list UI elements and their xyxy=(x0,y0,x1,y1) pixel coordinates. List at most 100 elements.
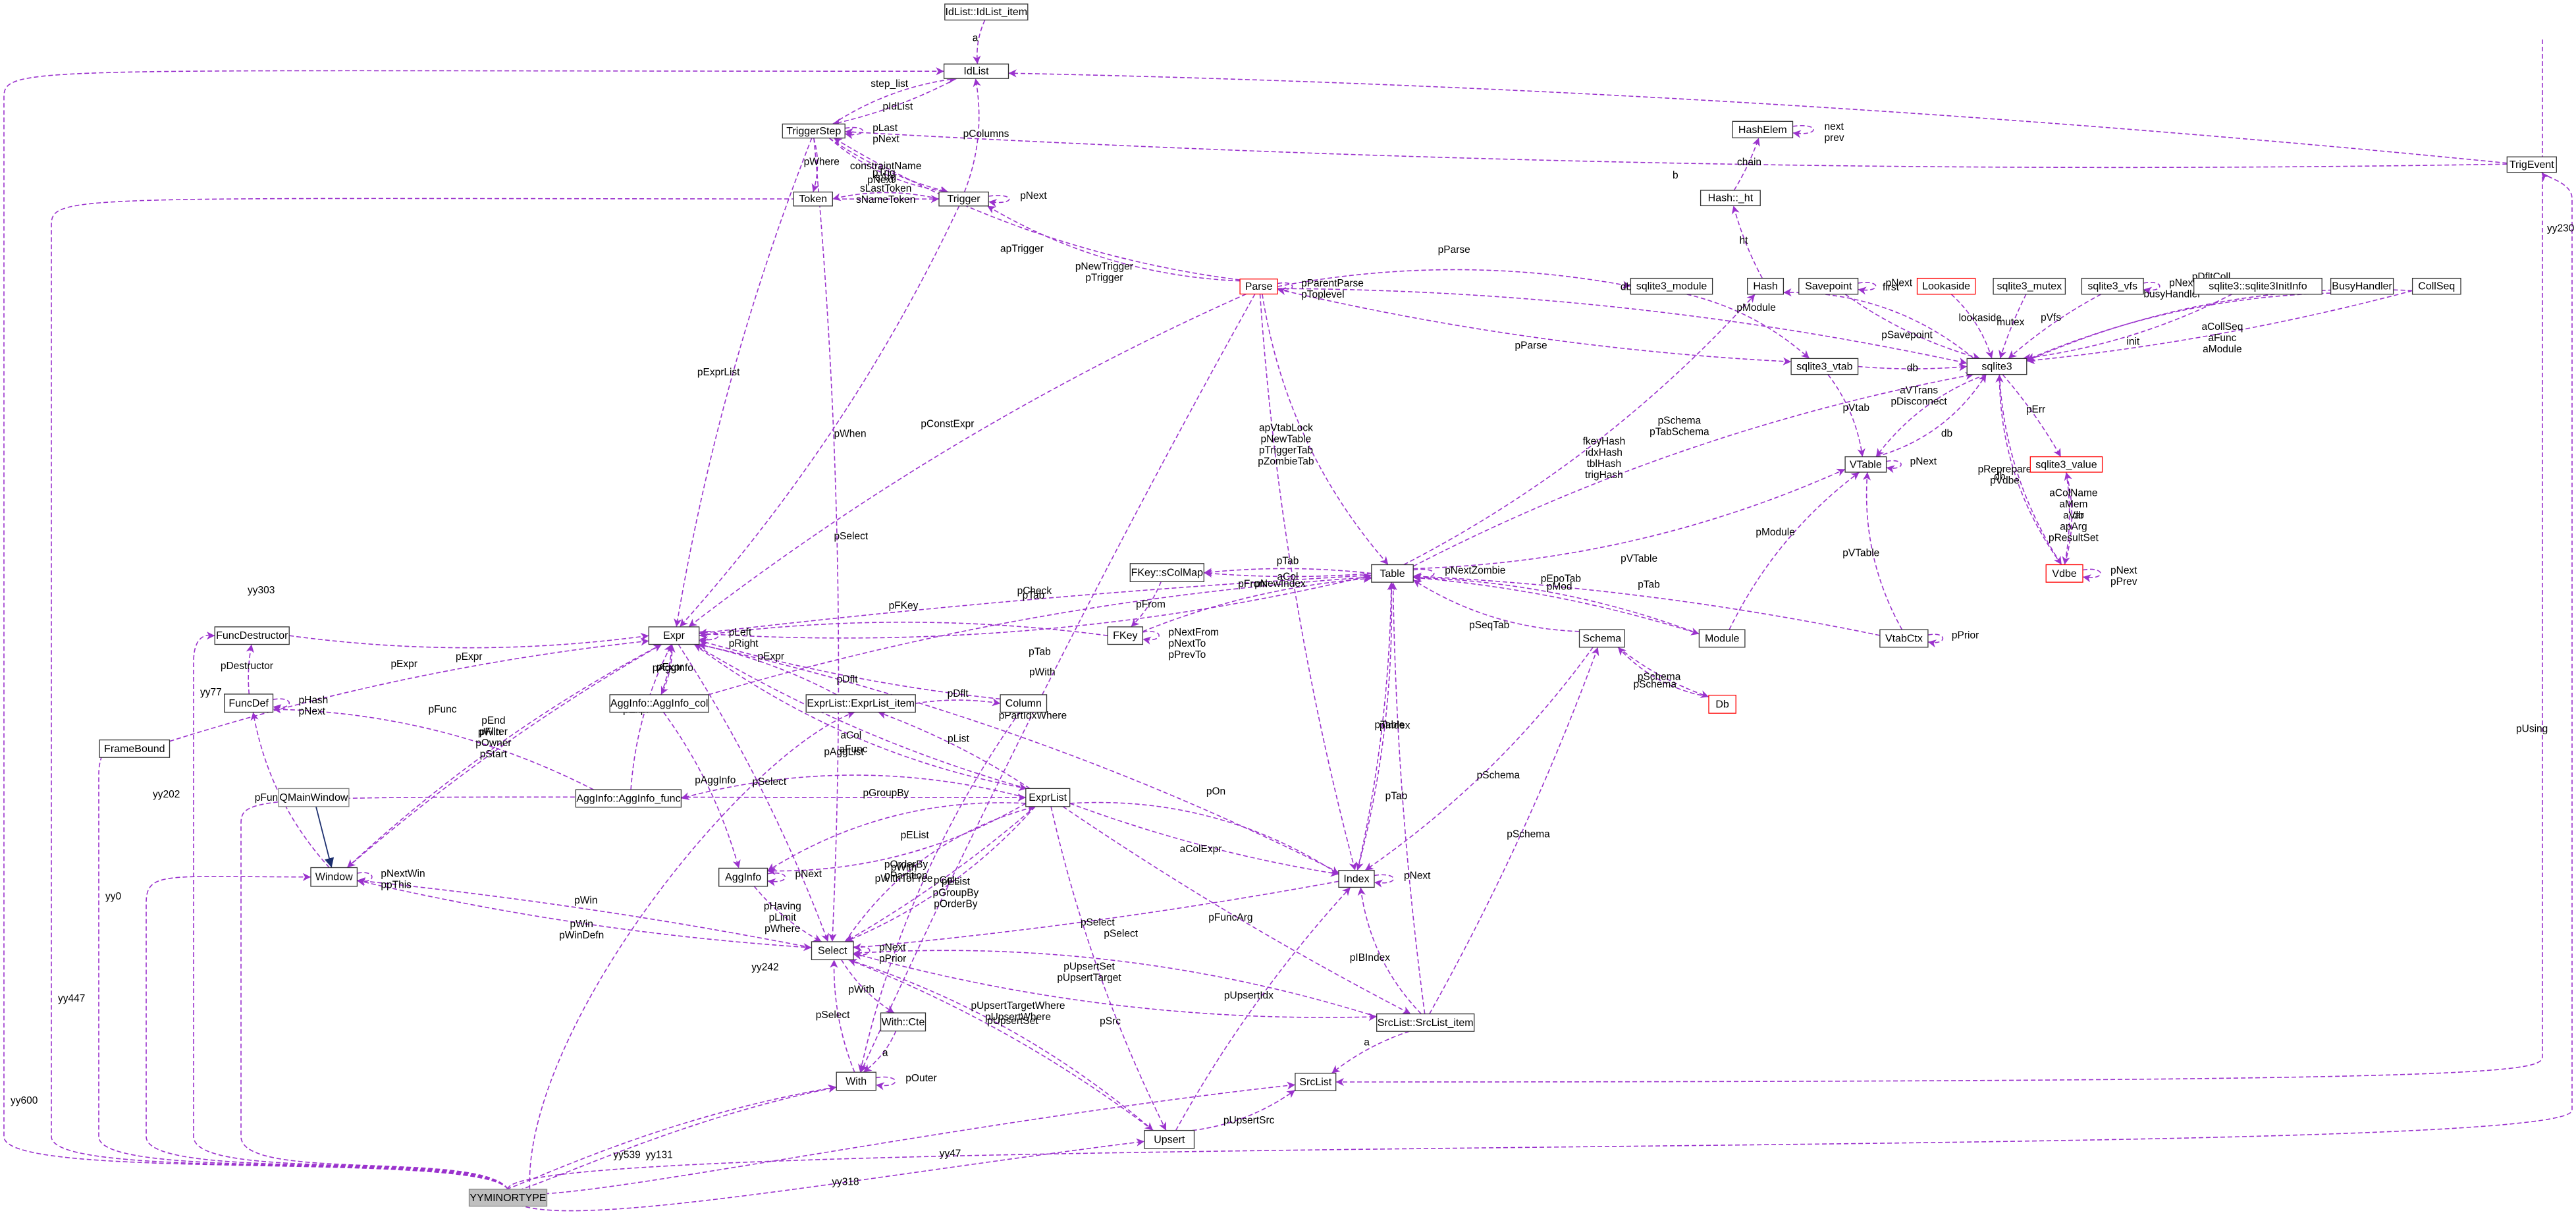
svg-text:trigHash: trigHash xyxy=(1585,470,1623,481)
svg-text:TrigEvent: TrigEvent xyxy=(2509,159,2554,171)
svg-text:db: db xyxy=(2072,510,2083,522)
svg-text:pWhere: pWhere xyxy=(765,923,800,934)
svg-text:ExprList::ExprList_item: ExprList::ExprList_item xyxy=(807,698,915,709)
svg-text:pUpsertIdx: pUpsertIdx xyxy=(1224,990,1274,1001)
svg-text:Lookaside: Lookaside xyxy=(1922,281,1970,292)
svg-text:pFunc: pFunc xyxy=(428,704,456,715)
svg-text:constraintName: constraintName xyxy=(850,161,922,172)
svg-text:AggInfo: AggInfo xyxy=(725,872,761,883)
svg-text:pWinDefn: pWinDefn xyxy=(559,930,604,941)
svg-text:pCols: pCols xyxy=(934,875,960,886)
svg-text:pWin: pWin xyxy=(574,895,597,906)
svg-text:pSelect: pSelect xyxy=(1081,917,1115,929)
svg-text:chain: chain xyxy=(1737,157,1761,168)
svg-text:Column: Column xyxy=(1006,698,1042,709)
svg-text:Select: Select xyxy=(818,946,847,957)
svg-text:pDisconnect: pDisconnect xyxy=(1891,396,1947,408)
svg-text:aColName: aColName xyxy=(2049,488,2097,499)
svg-text:a: a xyxy=(973,32,979,43)
svg-text:Index: Index xyxy=(1343,874,1369,885)
svg-text:pNext: pNext xyxy=(1020,190,1047,202)
svg-text:pLeft: pLeft xyxy=(729,627,752,638)
svg-text:ExprList: ExprList xyxy=(1029,792,1067,803)
svg-text:b: b xyxy=(1673,170,1678,181)
svg-text:TriggerStep: TriggerStep xyxy=(786,126,841,137)
svg-text:yy303: yy303 xyxy=(248,585,275,596)
svg-text:Hash: Hash xyxy=(1753,281,1777,292)
svg-text:pIBIndex: pIBIndex xyxy=(1350,952,1390,963)
svg-text:ppThis: ppThis xyxy=(381,880,412,891)
svg-text:pHaving: pHaving xyxy=(764,901,801,912)
svg-text:Window: Window xyxy=(315,872,353,883)
svg-text:pParentParse: pParentParse xyxy=(1301,278,1364,289)
svg-text:pSchema: pSchema xyxy=(1507,828,1550,840)
svg-text:VtabCtx: VtabCtx xyxy=(1885,634,1923,645)
svg-text:pModule: pModule xyxy=(1756,527,1794,538)
svg-text:pSeqTab: pSeqTab xyxy=(1469,620,1509,631)
svg-text:idxHash: idxHash xyxy=(1586,447,1623,458)
svg-text:pParse: pParse xyxy=(1438,244,1470,256)
svg-text:pExpr: pExpr xyxy=(390,659,417,670)
svg-text:pFuncArg: pFuncArg xyxy=(1208,912,1252,923)
svg-text:pExpr: pExpr xyxy=(758,651,785,662)
svg-text:pOuter: pOuter xyxy=(905,1073,936,1084)
svg-text:HashElem: HashElem xyxy=(1738,124,1787,136)
svg-text:SrcList: SrcList xyxy=(1299,1077,1331,1088)
svg-text:aVTrans: aVTrans xyxy=(1900,385,1938,396)
svg-text:tblHash: tblHash xyxy=(1587,458,1622,470)
svg-text:Hash::_ht: Hash::_ht xyxy=(1708,193,1754,204)
svg-text:aMem: aMem xyxy=(2059,499,2087,510)
svg-text:pNewTrigger: pNewTrigger xyxy=(1075,261,1133,272)
svg-text:YYMINORTYPE: YYMINORTYPE xyxy=(470,1193,546,1204)
svg-text:sLastToken: sLastToken xyxy=(860,183,911,194)
svg-text:a: a xyxy=(1364,1037,1370,1048)
svg-text:pTab: pTab xyxy=(1638,579,1660,590)
svg-text:pToplevel: pToplevel xyxy=(1301,289,1345,300)
svg-text:yy77: yy77 xyxy=(200,687,222,698)
svg-text:sqlite3: sqlite3 xyxy=(1981,362,2012,373)
svg-text:pNext: pNext xyxy=(1886,278,1913,289)
svg-text:pWin: pWin xyxy=(570,919,593,930)
svg-text:Expr: Expr xyxy=(663,630,685,641)
svg-text:yy131: yy131 xyxy=(645,1149,672,1160)
svg-text:pLimit: pLimit xyxy=(769,912,797,923)
svg-text:pSelect: pSelect xyxy=(834,531,868,542)
svg-text:pNext: pNext xyxy=(879,942,906,954)
svg-text:pEList: pEList xyxy=(901,830,930,841)
svg-text:yy539: yy539 xyxy=(613,1149,640,1160)
svg-text:aCol: aCol xyxy=(1277,572,1299,583)
svg-text:pStart: pStart xyxy=(480,749,508,760)
svg-text:aModule: aModule xyxy=(2203,344,2241,355)
svg-text:pTab: pTab xyxy=(1385,790,1408,801)
svg-text:pVTable: pVTable xyxy=(1842,548,1879,559)
svg-text:pDflt: pDflt xyxy=(948,688,969,699)
svg-text:pVtab: pVtab xyxy=(1842,402,1869,414)
svg-text:pFrom: pFrom xyxy=(1136,599,1166,610)
svg-text:step_list: step_list xyxy=(871,78,909,90)
svg-text:pSrc: pSrc xyxy=(1100,1016,1121,1027)
svg-text:pPrevTo: pPrevTo xyxy=(1168,649,1206,661)
svg-text:pExpr: pExpr xyxy=(456,651,483,662)
svg-text:pOrderBy: pOrderBy xyxy=(934,899,978,910)
svg-text:AggInfo::AggInfo_func: AggInfo::AggInfo_func xyxy=(576,793,680,804)
svg-text:yy318: yy318 xyxy=(832,1177,859,1188)
svg-text:db: db xyxy=(1907,363,1918,374)
svg-text:yy0: yy0 xyxy=(105,891,122,902)
svg-text:yy230: yy230 xyxy=(2547,223,2575,234)
svg-text:pVTable: pVTable xyxy=(1621,553,1657,564)
svg-text:SrcList::SrcList_item: SrcList::SrcList_item xyxy=(1378,1017,1474,1029)
svg-text:IdList: IdList xyxy=(963,66,989,77)
svg-text:pUpsertTarget: pUpsertTarget xyxy=(1057,973,1121,984)
svg-text:yy600: yy600 xyxy=(11,1095,38,1106)
svg-text:pUpsertSet: pUpsertSet xyxy=(987,1015,1038,1027)
svg-text:Savepoint: Savepoint xyxy=(1805,281,1852,292)
svg-text:pNewTable: pNewTable xyxy=(1261,433,1312,445)
svg-text:pUpsertTargetWhere: pUpsertTargetWhere xyxy=(971,1000,1065,1012)
svg-text:pSelect: pSelect xyxy=(1104,928,1138,939)
svg-text:FKey: FKey xyxy=(1113,630,1137,641)
svg-text:yy202: yy202 xyxy=(153,789,180,800)
svg-text:Vdbe: Vdbe xyxy=(2052,568,2076,580)
svg-text:pWhen: pWhen xyxy=(834,428,867,439)
svg-text:sqlite3_vtab: sqlite3_vtab xyxy=(1796,362,1852,373)
svg-text:pNextFrom: pNextFrom xyxy=(1168,627,1219,638)
